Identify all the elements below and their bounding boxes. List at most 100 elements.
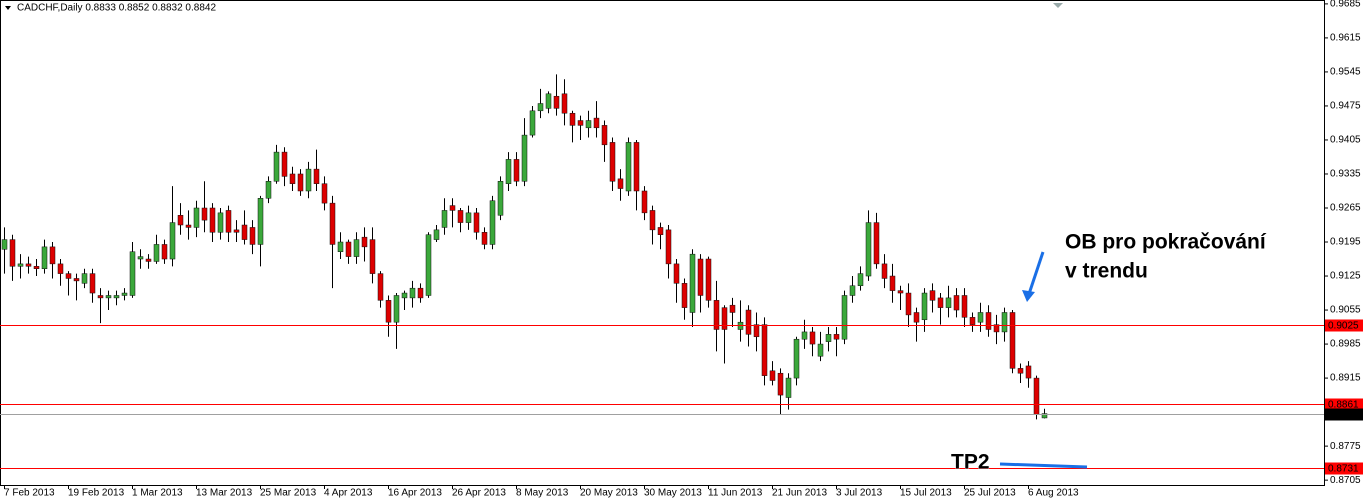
candle-body bbox=[937, 297, 944, 308]
candle-body bbox=[49, 246, 56, 265]
candle-body bbox=[961, 295, 968, 318]
candle-body bbox=[369, 239, 376, 274]
candle-body bbox=[577, 120, 584, 126]
candle-body bbox=[537, 103, 544, 112]
menu-arrow bbox=[5, 6, 11, 10]
price-label-box bbox=[1325, 398, 1363, 411]
price-label-box bbox=[1325, 408, 1363, 421]
y-tick-label: 0.8985 bbox=[1330, 339, 1361, 350]
candle-body bbox=[1001, 312, 1008, 333]
candle-body bbox=[153, 244, 160, 262]
y-tick-label: 0.8705 bbox=[1330, 475, 1361, 486]
candle-body bbox=[105, 295, 112, 299]
candle-body bbox=[321, 183, 328, 204]
candle-body bbox=[217, 212, 224, 233]
price-label: 0.8731 bbox=[1328, 464, 1359, 475]
candle-body bbox=[281, 151, 288, 177]
candle-body bbox=[801, 331, 808, 340]
candle-body bbox=[449, 205, 456, 211]
candle-body bbox=[753, 324, 760, 338]
x-tick-label: 11 Jun 2013 bbox=[708, 488, 763, 499]
candle-body bbox=[873, 222, 880, 265]
candle-body bbox=[585, 120, 592, 129]
candle-body bbox=[209, 207, 216, 233]
y-tick-label: 0.9125 bbox=[1330, 271, 1361, 282]
candle-body bbox=[129, 251, 136, 296]
candle-body bbox=[809, 331, 816, 345]
candle-body bbox=[1025, 365, 1032, 379]
candle-body bbox=[161, 244, 168, 260]
candle-body bbox=[545, 93, 552, 109]
y-tick-label: 0.8775 bbox=[1330, 441, 1361, 452]
candle-body bbox=[297, 173, 304, 192]
candle-body bbox=[81, 273, 88, 284]
price-label-box bbox=[1325, 462, 1363, 475]
candle-body bbox=[625, 142, 632, 192]
candle-body bbox=[1033, 377, 1040, 415]
candle-body bbox=[793, 338, 800, 379]
candle-body bbox=[729, 304, 736, 313]
candle-body bbox=[921, 292, 928, 321]
candle-body bbox=[745, 309, 752, 335]
x-tick-label: 21 Jun 2013 bbox=[772, 488, 827, 499]
candle-body bbox=[713, 300, 720, 330]
candle-body bbox=[401, 292, 408, 299]
candle-body bbox=[457, 210, 464, 223]
y-tick-label: 0.9055 bbox=[1330, 305, 1361, 316]
candle-body bbox=[1017, 368, 1024, 374]
candle-body bbox=[969, 317, 976, 325]
candle-body bbox=[529, 110, 536, 136]
x-tick-label: 30 May 2013 bbox=[644, 488, 702, 499]
candle-body bbox=[665, 229, 672, 265]
candle-body bbox=[641, 190, 648, 214]
candle-body bbox=[913, 312, 920, 323]
candle-body bbox=[649, 210, 656, 231]
candle-body bbox=[465, 212, 472, 223]
candle-body bbox=[825, 334, 832, 342]
annotation-text: v trendu bbox=[1065, 260, 1148, 283]
candle-body bbox=[521, 134, 528, 182]
candle-body bbox=[929, 290, 936, 301]
candle-body bbox=[1041, 413, 1048, 419]
candle-body bbox=[353, 239, 360, 257]
candle-body bbox=[137, 256, 144, 260]
annotation-arrow bbox=[1027, 251, 1045, 295]
candle-body bbox=[17, 263, 24, 267]
candle-body bbox=[393, 295, 400, 323]
candle-body bbox=[329, 202, 336, 245]
candle-body bbox=[785, 377, 792, 398]
x-tick-label: 1 Mar 2013 bbox=[132, 488, 183, 499]
x-tick-label: 15 Jul 2013 bbox=[900, 488, 952, 499]
x-tick-label: 8 May 2013 bbox=[516, 488, 569, 499]
annotation-text: OB pro pokračování bbox=[1065, 231, 1267, 254]
candle-body bbox=[385, 300, 392, 323]
candle-body bbox=[897, 290, 904, 294]
candle-body bbox=[257, 198, 264, 245]
annotation-arrowhead bbox=[1022, 290, 1035, 302]
candle-body bbox=[1, 239, 8, 250]
candle-body bbox=[305, 168, 312, 192]
candle-body bbox=[857, 273, 864, 287]
price-label-box bbox=[1325, 319, 1363, 332]
candle-body bbox=[169, 222, 176, 260]
candle-body bbox=[425, 234, 432, 296]
candle-body bbox=[689, 253, 696, 313]
candle-body bbox=[361, 236, 368, 248]
candle-body bbox=[489, 200, 496, 245]
candle-body bbox=[25, 263, 32, 267]
y-tick-label: 0.8915 bbox=[1330, 373, 1361, 384]
candle-body bbox=[993, 324, 1000, 333]
candle-body bbox=[849, 285, 856, 296]
candle-body bbox=[865, 222, 872, 277]
candles bbox=[1, 74, 1048, 420]
candle-body bbox=[705, 258, 712, 301]
candle-body bbox=[201, 207, 208, 221]
candle-body bbox=[57, 263, 64, 274]
candle-body bbox=[777, 372, 784, 396]
x-tick-label: 3 Jul 2013 bbox=[836, 488, 883, 499]
candle-body bbox=[569, 112, 576, 126]
candle-body bbox=[97, 295, 104, 299]
x-tick-label: 25 Jul 2013 bbox=[964, 488, 1016, 499]
y-tick-label: 0.9195 bbox=[1330, 237, 1361, 248]
